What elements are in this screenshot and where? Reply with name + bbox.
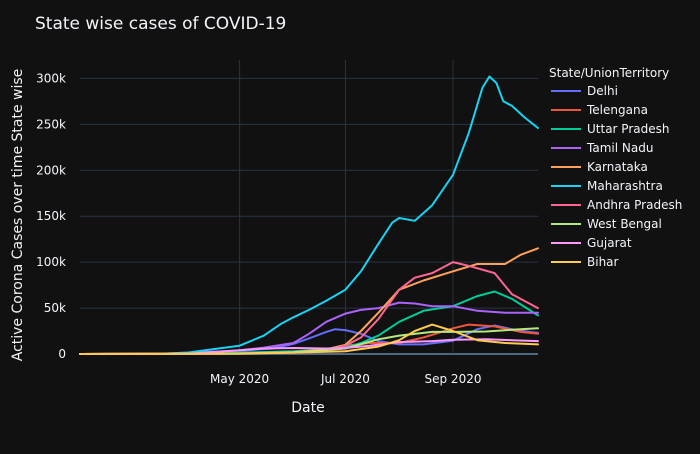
legend: State/UnionTerritory Delhi Telengana Uttar… [549,66,682,269]
x-axis-label: Date [291,400,324,416]
y-axis-ticks: 0 50k 100k 150k 200k 250k 300k [36,71,66,361]
y-tick-label: 300k [36,71,66,85]
y-tick-label: 200k [36,163,66,177]
y-tick-label: 250k [36,117,66,131]
legend-label-delhi[interactable]: Delhi [587,84,618,98]
x-tick-label: May 2020 [210,372,269,386]
series-lines [79,75,539,355]
legend-label-telengana[interactable]: Telengana [586,103,648,117]
legend-label-maharashtra[interactable]: Maharashtra [587,179,663,193]
legend-label-tamil-nadu[interactable]: Tamil Nadu [586,141,653,155]
y-tick-label: 150k [36,209,66,223]
legend-label-uttar-pradesh[interactable]: Uttar Pradesh [587,122,669,136]
y-axis-label: Active Corona Cases over time State wise [10,69,26,362]
x-tick-label: Jul 2020 [320,372,370,386]
y-tick-label: 0 [58,347,66,361]
legend-title: State/UnionTerritory [549,66,669,80]
y-tick-label: 50k [44,301,66,315]
chart-title: State wise cases of COVID-19 [35,14,286,34]
legend-label-karnataka[interactable]: Karnataka [587,160,648,174]
legend-items: Delhi Telengana Uttar Pradesh Tamil Nadu Kar… [551,84,682,269]
legend-label-west-bengal[interactable]: West Bengal [587,217,662,231]
x-tick-label: Sep 2020 [425,372,482,386]
series-line-gujarat [79,338,539,355]
legend-label-gujarat[interactable]: Gujarat [587,236,632,250]
legend-label-andhra-pradesh[interactable]: Andhra Pradesh [587,198,682,212]
x-axis-ticks: May 2020 Jul 2020 Sep 2020 [210,372,481,386]
y-tick-label: 100k [36,255,66,269]
legend-label-bihar[interactable]: Bihar [587,255,619,269]
series-line-bihar [79,323,539,355]
series-line-maharashtra [79,75,539,355]
